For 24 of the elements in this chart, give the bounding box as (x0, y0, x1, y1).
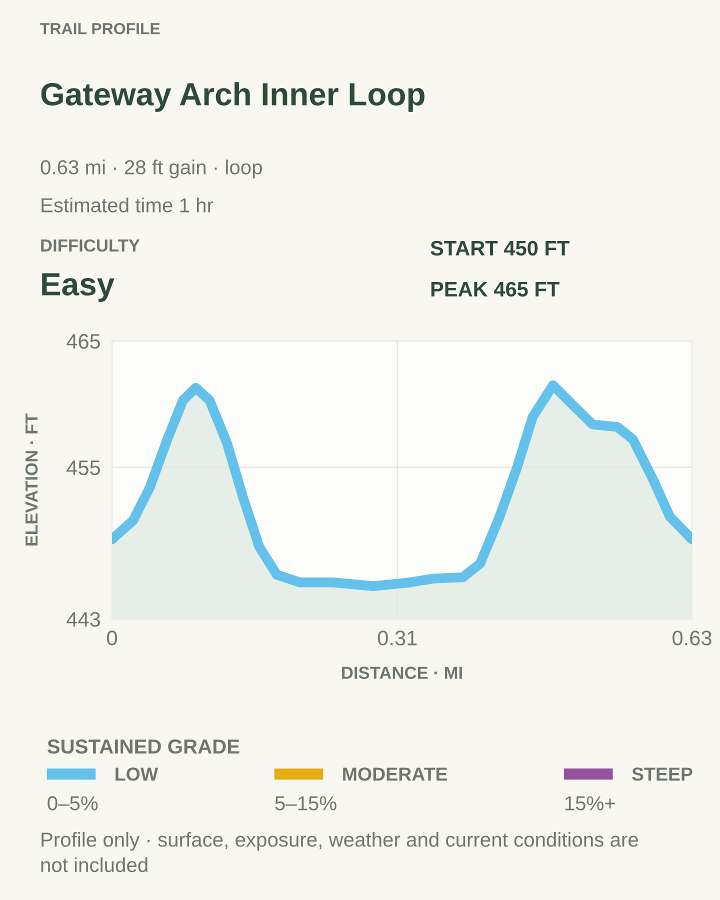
x-tick-label: 0.31 (378, 630, 417, 646)
legend-label: STEEP (632, 768, 692, 781)
legend-label: LOW (116, 768, 158, 781)
y-tick-label: 465 (66, 334, 100, 349)
text: Profile only · surface, exposure, weather and current conditions are not included (41, 832, 638, 872)
text: 0–5% (48, 796, 98, 810)
text: 15%+ (565, 796, 615, 810)
x-axis-title: DISTANCE · MI (342, 666, 462, 679)
text: TRAIL PROFILE (40, 22, 160, 34)
text: PEAK 465 FT (431, 282, 560, 297)
chart-subtitle: 0.63 mi · 28 ft gain · loop (40, 160, 262, 178)
x-tick-label: 0 (107, 630, 117, 646)
text: DIFFICULTY (41, 239, 140, 252)
text: 5–15% (275, 796, 336, 810)
x-tick-label: 0.63 (672, 630, 712, 646)
text: Easy (42, 273, 114, 302)
y-axis-title: ELEVATION · FT (25, 413, 38, 546)
text: START 450 FT (430, 240, 570, 256)
y-tick-label: 443 (66, 612, 100, 627)
chart-title: Gateway Arch Inner Loop (41, 82, 424, 112)
y-tick-label: 455 (66, 460, 100, 476)
legend-label: MODERATE (343, 768, 448, 781)
text: Estimated time 1 hr (42, 198, 214, 212)
legend-title: SUSTAINED GRADE (47, 739, 240, 754)
